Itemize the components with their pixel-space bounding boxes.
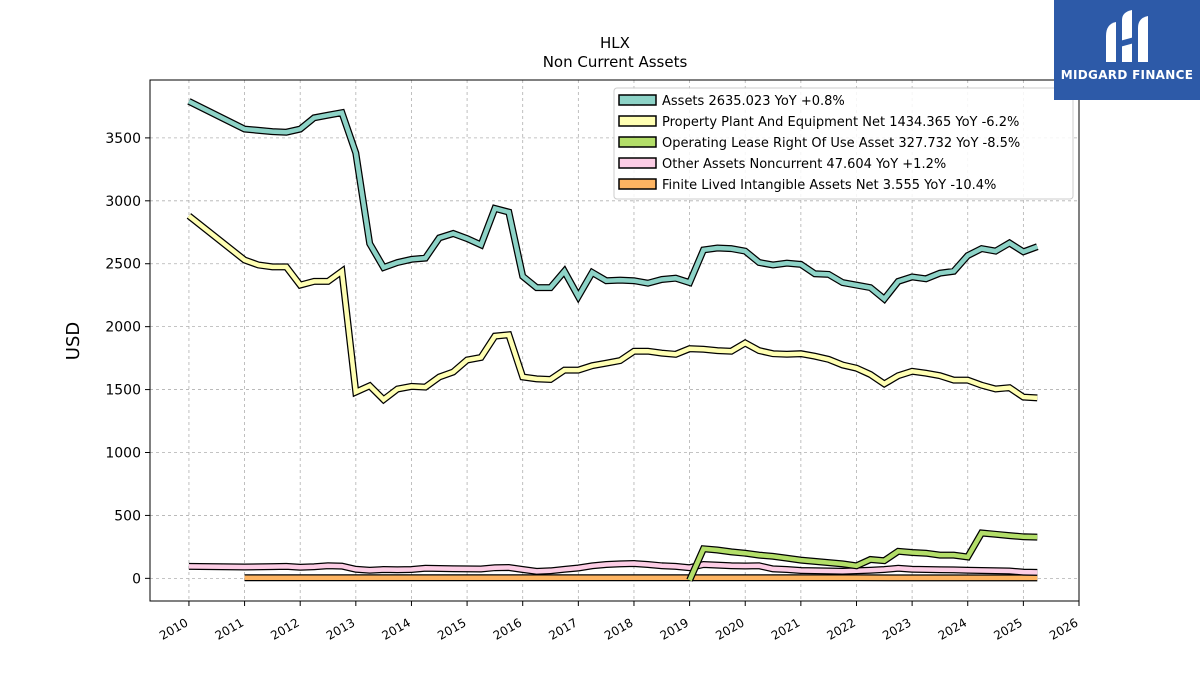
series-1 xyxy=(186,213,1038,405)
chart-title: HLX xyxy=(600,34,630,52)
x-tick-label: 2021 xyxy=(769,615,802,642)
legend-entry: Assets 2635.023 YoY +0.8% xyxy=(662,94,845,109)
series-line xyxy=(687,530,1038,582)
x-tick-label: 2017 xyxy=(546,615,579,642)
x-tick-label: 2015 xyxy=(435,615,468,642)
legend-entry: Other Assets Noncurrent 47.604 YoY +1.2% xyxy=(662,157,946,172)
x-axis: 2010 2011 2012 2013 2014 2015 2016 2017 2018 2019… xyxy=(157,601,1081,643)
legend-entry: Finite Lived Intangible Assets Net 3.555… xyxy=(662,178,996,193)
y-tick-label: 500 xyxy=(114,508,141,524)
y-tick-label: 2500 xyxy=(105,257,141,273)
legend-swatch xyxy=(618,157,657,169)
y-tick-label: 1000 xyxy=(105,446,141,462)
legend-entry: Property Plant And Equipment Net 1434.36… xyxy=(662,115,1019,130)
series-line xyxy=(187,99,1039,303)
x-tick-label: 2020 xyxy=(713,615,746,642)
series-line xyxy=(187,214,1038,403)
x-tick-label: 2025 xyxy=(991,615,1024,642)
series-line xyxy=(188,561,1038,575)
y-axis: 0 500 1000 1500 2000 2500 3000 3500 xyxy=(105,131,150,587)
legend-swatch xyxy=(618,94,657,106)
x-tick-label: 2013 xyxy=(324,615,357,642)
midgard-logo-icon xyxy=(1106,10,1148,62)
y-tick-label: 3500 xyxy=(105,131,141,147)
x-tick-label: 2010 xyxy=(157,615,190,642)
x-tick-label: 2022 xyxy=(825,615,858,642)
legend-swatch xyxy=(618,115,657,127)
x-tick-label: 2012 xyxy=(268,615,301,642)
x-tick-label: 2026 xyxy=(1047,615,1080,642)
y-tick-label: 2000 xyxy=(105,320,141,336)
chart-subtitle: Non Current Assets xyxy=(543,53,688,71)
series-3 xyxy=(188,559,1038,576)
legend-swatch xyxy=(618,136,657,148)
x-tick-label: 2019 xyxy=(658,615,691,642)
series-0 xyxy=(187,98,1039,304)
y-tick-label: 3000 xyxy=(105,194,141,210)
x-tick-label: 2018 xyxy=(602,615,635,642)
x-tick-label: 2024 xyxy=(936,615,969,642)
legend-box xyxy=(613,87,1074,200)
y-tick-label: 1500 xyxy=(105,383,141,399)
x-tick-label: 2016 xyxy=(491,615,524,642)
x-tick-label: 2014 xyxy=(380,615,413,642)
y-axis-label: USD xyxy=(63,322,84,360)
series-2 xyxy=(686,529,1038,582)
legend: Assets 2635.023 YoY +0.8% Property Plant … xyxy=(613,87,1074,200)
y-tick-label: 0 xyxy=(132,571,141,587)
series-lines xyxy=(186,98,1039,582)
legend-swatch xyxy=(618,178,657,190)
x-tick-label: 2023 xyxy=(880,615,913,642)
legend-entry: Operating Lease Right Of Use Asset 327.7… xyxy=(662,136,1020,151)
brand-logo: MIDGARD FINANCE xyxy=(1054,0,1200,100)
plot-frame xyxy=(149,79,1080,602)
x-tick-label: 2011 xyxy=(213,615,246,642)
brand-name: MIDGARD FINANCE xyxy=(1060,68,1194,82)
